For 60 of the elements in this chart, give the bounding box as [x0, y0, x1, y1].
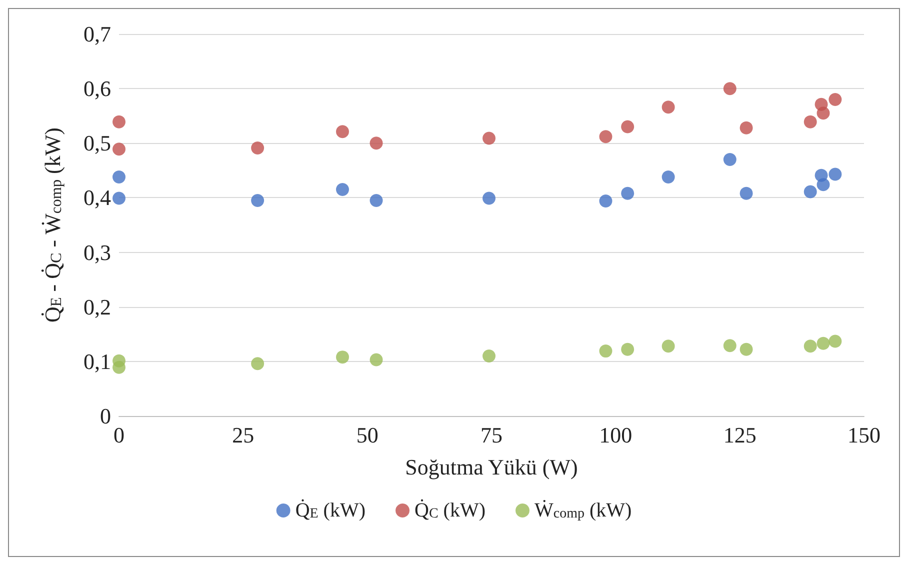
x-tick-label: 125 [723, 422, 756, 448]
point [740, 186, 753, 200]
y-tick-label: 0,4 [84, 185, 111, 210]
point [740, 121, 753, 134]
point [251, 194, 264, 207]
point [662, 100, 675, 114]
point [723, 153, 736, 166]
point [599, 344, 612, 358]
point [662, 170, 675, 184]
y-tick-label: 0,5 [84, 130, 111, 156]
point [482, 192, 496, 205]
point [112, 170, 126, 184]
y-tick-label: 0,3 [84, 240, 111, 265]
point [336, 125, 349, 138]
y-axis-title: Q̇E - Q̇C - Ẇcomp (kW) [40, 128, 66, 322]
y-tick-label: 0,7 [84, 22, 111, 46]
point [816, 178, 830, 192]
point [816, 336, 830, 350]
x-axis-title: Soğutma Yükü (W) [405, 454, 578, 480]
point [370, 353, 383, 366]
y-tick-label: 0,6 [84, 76, 111, 102]
legend-label: Q̇C (kW) [414, 498, 486, 522]
x-tick-label: 75 [480, 422, 502, 448]
point [112, 192, 126, 205]
point [723, 339, 736, 352]
point [112, 360, 126, 374]
x-tick-label: 100 [599, 422, 632, 448]
point [251, 142, 264, 155]
point [336, 350, 349, 364]
point [599, 194, 612, 208]
point [804, 185, 817, 198]
point [621, 342, 634, 356]
point [370, 136, 383, 150]
y-tick-label: 0,1 [84, 348, 111, 374]
point [599, 130, 612, 144]
legend-label: Ẇcomp (kW) [534, 500, 632, 522]
point [828, 334, 842, 348]
y-tick-label: 0,2 [84, 294, 111, 320]
x-tick-label: 50 [356, 422, 378, 448]
y-tick-label: 0 [100, 404, 111, 428]
point [621, 120, 634, 134]
point [828, 92, 842, 106]
point [740, 342, 753, 356]
point [336, 183, 349, 196]
x-tick-label: 150 [848, 422, 880, 448]
point [112, 115, 126, 128]
point [723, 82, 736, 96]
point [662, 340, 675, 353]
point [482, 132, 496, 145]
point [251, 357, 264, 370]
point [112, 142, 126, 156]
point [828, 168, 842, 181]
point [804, 340, 817, 353]
point [816, 106, 830, 120]
x-tick-label: 25 [232, 422, 254, 448]
point [370, 194, 383, 207]
point [482, 349, 496, 362]
legend-label: Q̇E (kW) [295, 498, 366, 522]
point [621, 186, 634, 200]
point [804, 115, 817, 128]
